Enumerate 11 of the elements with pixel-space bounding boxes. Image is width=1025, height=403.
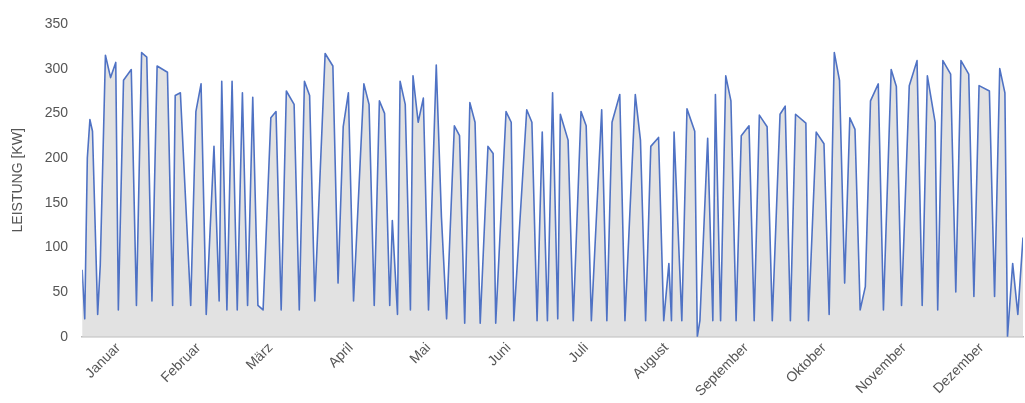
x-tick-label: Mai: [406, 339, 434, 367]
y-axis-title: LEISTUNG [KW]: [9, 128, 26, 233]
y-tick-label: 100: [44, 238, 69, 255]
y-tick-label: 0: [60, 327, 69, 344]
y-tick-label: 200: [44, 148, 69, 165]
y-tick-label: 150: [44, 193, 69, 210]
y-tick-label: 250: [44, 104, 69, 121]
y-tick-label: 50: [52, 282, 69, 299]
x-tick-label: Juli: [564, 339, 592, 366]
y-tick-label: 350: [44, 14, 69, 31]
y-tick-label: 300: [44, 59, 69, 76]
